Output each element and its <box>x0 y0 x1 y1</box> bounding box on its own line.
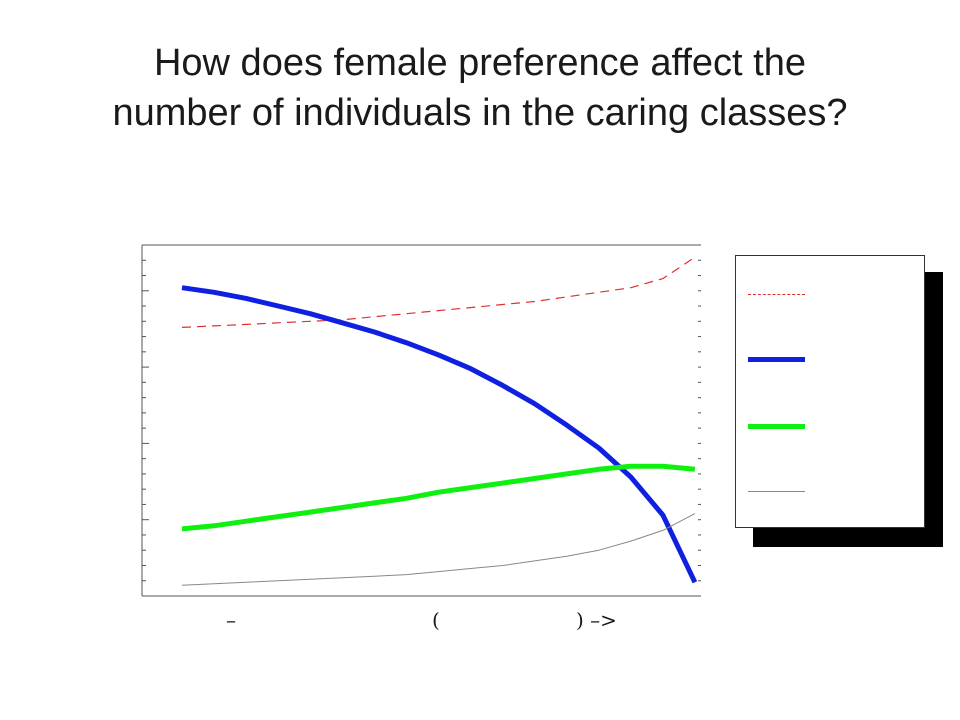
legend-swatch-series-3 <box>748 424 805 429</box>
title-line-1: How does female preference affect the <box>153 42 806 84</box>
x-axis-label-dash: – <box>226 608 236 632</box>
x-axis-label-open-paren: ( <box>432 608 440 632</box>
series-line-3 <box>181 463 696 532</box>
series-line-1 <box>181 256 696 328</box>
plot-frame <box>141 244 700 597</box>
series-lines <box>181 256 698 586</box>
title-line-2: number of individuals in the caring clas… <box>112 92 848 134</box>
series-line-2 <box>181 285 698 584</box>
legend <box>735 255 925 528</box>
x-axis-label-close-arrow: ) –> <box>576 608 617 632</box>
legend-swatch-series-2 <box>748 357 805 362</box>
slide-title: How does female preference affect the nu… <box>0 38 960 138</box>
legend-swatch-series-4 <box>748 491 805 492</box>
legend-swatch-series-1 <box>748 294 805 295</box>
axis-ticks <box>142 244 701 597</box>
series-line-4 <box>181 513 696 586</box>
